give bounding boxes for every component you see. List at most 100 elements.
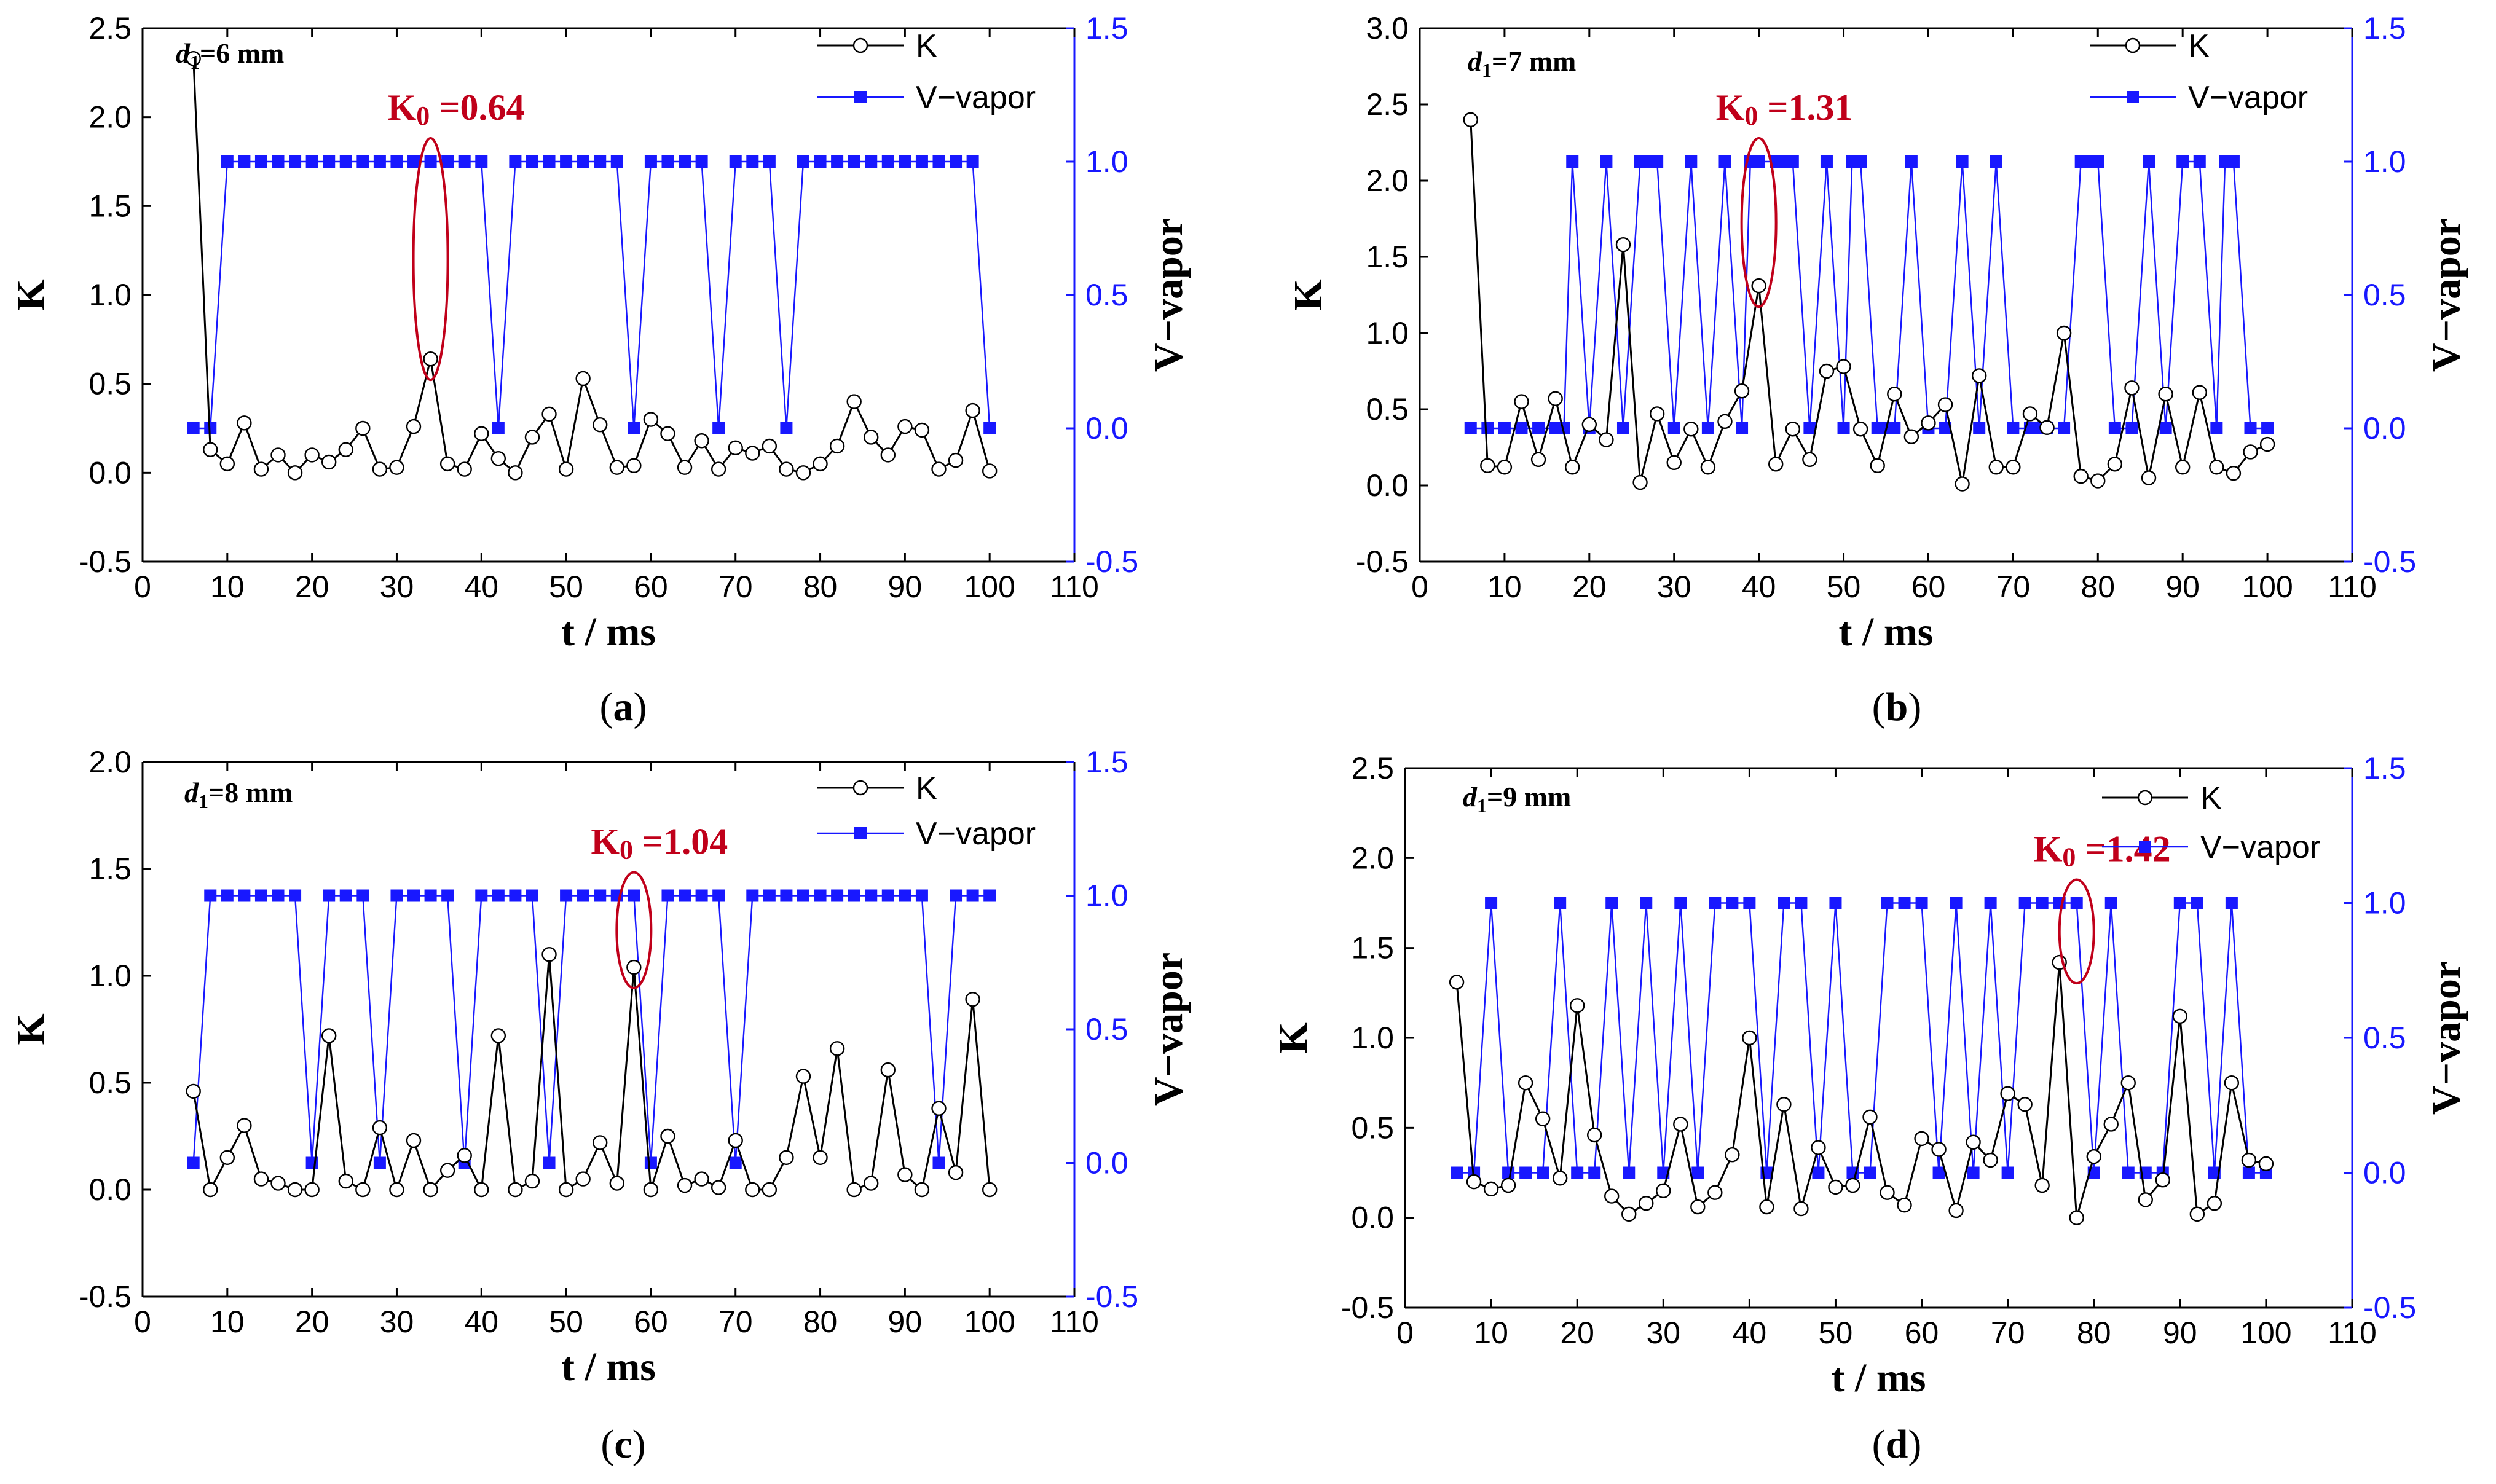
- k-point: [1751, 278, 1766, 294]
- legend: K V−vapor: [817, 28, 1036, 116]
- k-point: [1966, 1134, 1981, 1150]
- v-vapor-point: [1736, 422, 1749, 434]
- x-tick-label: 20: [1572, 570, 1607, 604]
- x-tick-label: 80: [2081, 570, 2115, 604]
- diameter-annotation: d1=9 mm: [1463, 781, 1571, 817]
- v-vapor-point: [1864, 1166, 1876, 1179]
- k-point: [711, 461, 726, 477]
- x-tick-label: 50: [1827, 570, 1861, 604]
- diameter-annotation: d1=6 mm: [176, 37, 284, 73]
- v-vapor-point: [407, 155, 420, 168]
- k-point: [711, 1180, 726, 1195]
- x-axis-title: t / ms: [561, 1345, 656, 1389]
- v-vapor-point: [1667, 422, 1680, 434]
- k-point: [2017, 1097, 2033, 1112]
- k-point: [1802, 452, 1817, 468]
- k-point: [897, 418, 913, 434]
- k-point: [2120, 1075, 2136, 1091]
- k-point: [1480, 458, 1495, 473]
- x-tick-label: 110: [1050, 1305, 1099, 1339]
- x-tick-label: 30: [380, 1305, 414, 1339]
- x-tick-label: 80: [803, 1305, 838, 1339]
- k-point: [355, 420, 371, 436]
- k-series-line: [192, 58, 991, 474]
- v-vapor-point: [1532, 422, 1545, 434]
- y-tick-label: 2.0: [89, 100, 132, 135]
- k-point: [457, 461, 472, 477]
- y2-tick-label: 0.5: [1085, 1012, 1128, 1046]
- v-vapor-point: [831, 155, 844, 168]
- legend: K V−vapor: [2090, 28, 2308, 116]
- y2-tick-label: 0.0: [2363, 411, 2406, 446]
- legend-k-marker: [2125, 37, 2141, 53]
- k-point: [1649, 406, 1665, 422]
- v-vapor-point: [2143, 155, 2155, 168]
- y-tick-label: 0.5: [1351, 1110, 1394, 1145]
- v-vapor-point: [187, 422, 200, 434]
- x-tick-label: 40: [1742, 570, 1776, 604]
- x-tick-label: 20: [295, 1305, 329, 1339]
- k-point: [439, 1163, 455, 1178]
- v-vapor-point: [848, 155, 860, 168]
- v-vapor-point: [780, 422, 793, 434]
- k-point: [558, 461, 574, 477]
- k-point: [1581, 417, 1597, 432]
- v-vapor-point: [915, 889, 928, 902]
- y-tick-label: 1.0: [1351, 1021, 1394, 1055]
- legend-k-label: K: [2188, 28, 2210, 64]
- k0-highlight-ellipse: [2058, 878, 2095, 985]
- v-vapor-point: [339, 155, 352, 168]
- y-tick-label: 0.5: [89, 1066, 132, 1100]
- k0-highlight-ellipse: [1740, 137, 1778, 308]
- v-vapor-point: [1932, 1166, 1945, 1179]
- y-tick-label: 1.0: [89, 959, 132, 993]
- v-vapor-point: [1605, 897, 1618, 909]
- x-tick-label: 90: [2165, 570, 2200, 604]
- k-point: [609, 1176, 624, 1191]
- k-point: [1632, 474, 1648, 490]
- legend-v-label: V−vapor: [2188, 80, 2308, 116]
- k-point: [643, 1182, 659, 1198]
- k-point: [897, 1167, 913, 1182]
- k-point: [1862, 1109, 1878, 1125]
- v-vapor-point: [289, 889, 302, 902]
- v-vapor-point: [390, 155, 403, 168]
- k-point: [846, 1182, 862, 1198]
- y2-tick-label: 0.0: [1085, 411, 1128, 446]
- y-tick-label: 0.0: [1366, 468, 1409, 503]
- k-point: [253, 1171, 269, 1187]
- k-point: [490, 450, 506, 466]
- k-point: [558, 1182, 574, 1198]
- panel-caption: (b): [1872, 685, 1922, 729]
- x-tick-label: 110: [1050, 570, 1099, 604]
- k-series-line: [1455, 962, 2267, 1219]
- k-point: [372, 461, 388, 477]
- legend-v-marker: [2139, 841, 2151, 853]
- x-tick-label: 60: [1905, 1316, 1939, 1350]
- x-tick-label: 0: [1396, 1316, 1414, 1350]
- y2-tick-label: 1.0: [1085, 879, 1128, 913]
- diameter-annotation: d1=8 mm: [184, 777, 293, 812]
- k-point: [1683, 422, 1699, 437]
- x-tick-label: 0: [134, 1305, 151, 1339]
- legend-k-marker: [852, 780, 868, 796]
- v-vapor-point: [1820, 155, 1833, 168]
- k-point: [2022, 406, 2038, 422]
- v-vapor-point: [373, 1156, 386, 1169]
- k-point: [423, 1182, 438, 1198]
- v-vapor-point: [881, 889, 894, 902]
- k-point: [219, 456, 235, 472]
- legend: K V−vapor: [817, 771, 1036, 852]
- y-tick-label: 2.0: [1351, 841, 1394, 875]
- k-point: [270, 1176, 286, 1191]
- v-vapor-point: [932, 155, 945, 168]
- k-point: [677, 1177, 693, 1193]
- k0-highlight-ellipse: [412, 136, 449, 382]
- k-point: [1449, 975, 1465, 990]
- v-vapor-point: [983, 889, 996, 902]
- k-point: [1569, 998, 1585, 1013]
- k-point: [593, 1135, 608, 1150]
- k-point: [1819, 363, 1835, 379]
- y-tick-label: -0.5: [1356, 544, 1409, 579]
- v-vapor-point: [2227, 155, 2240, 168]
